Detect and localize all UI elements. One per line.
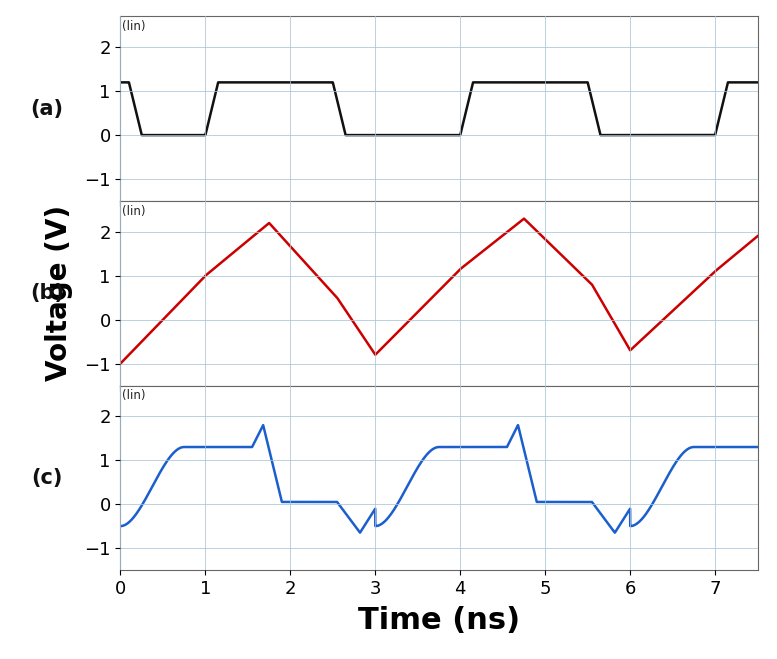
X-axis label: Time (ns): Time (ns) bbox=[358, 606, 520, 635]
Text: (a): (a) bbox=[30, 99, 64, 119]
Y-axis label: Voltage (V): Voltage (V) bbox=[45, 205, 73, 382]
Text: (lin): (lin) bbox=[122, 205, 146, 217]
Text: (lin): (lin) bbox=[122, 389, 146, 402]
Text: (lin): (lin) bbox=[122, 20, 146, 33]
Text: (c): (c) bbox=[32, 468, 63, 488]
Text: (b): (b) bbox=[30, 283, 64, 303]
